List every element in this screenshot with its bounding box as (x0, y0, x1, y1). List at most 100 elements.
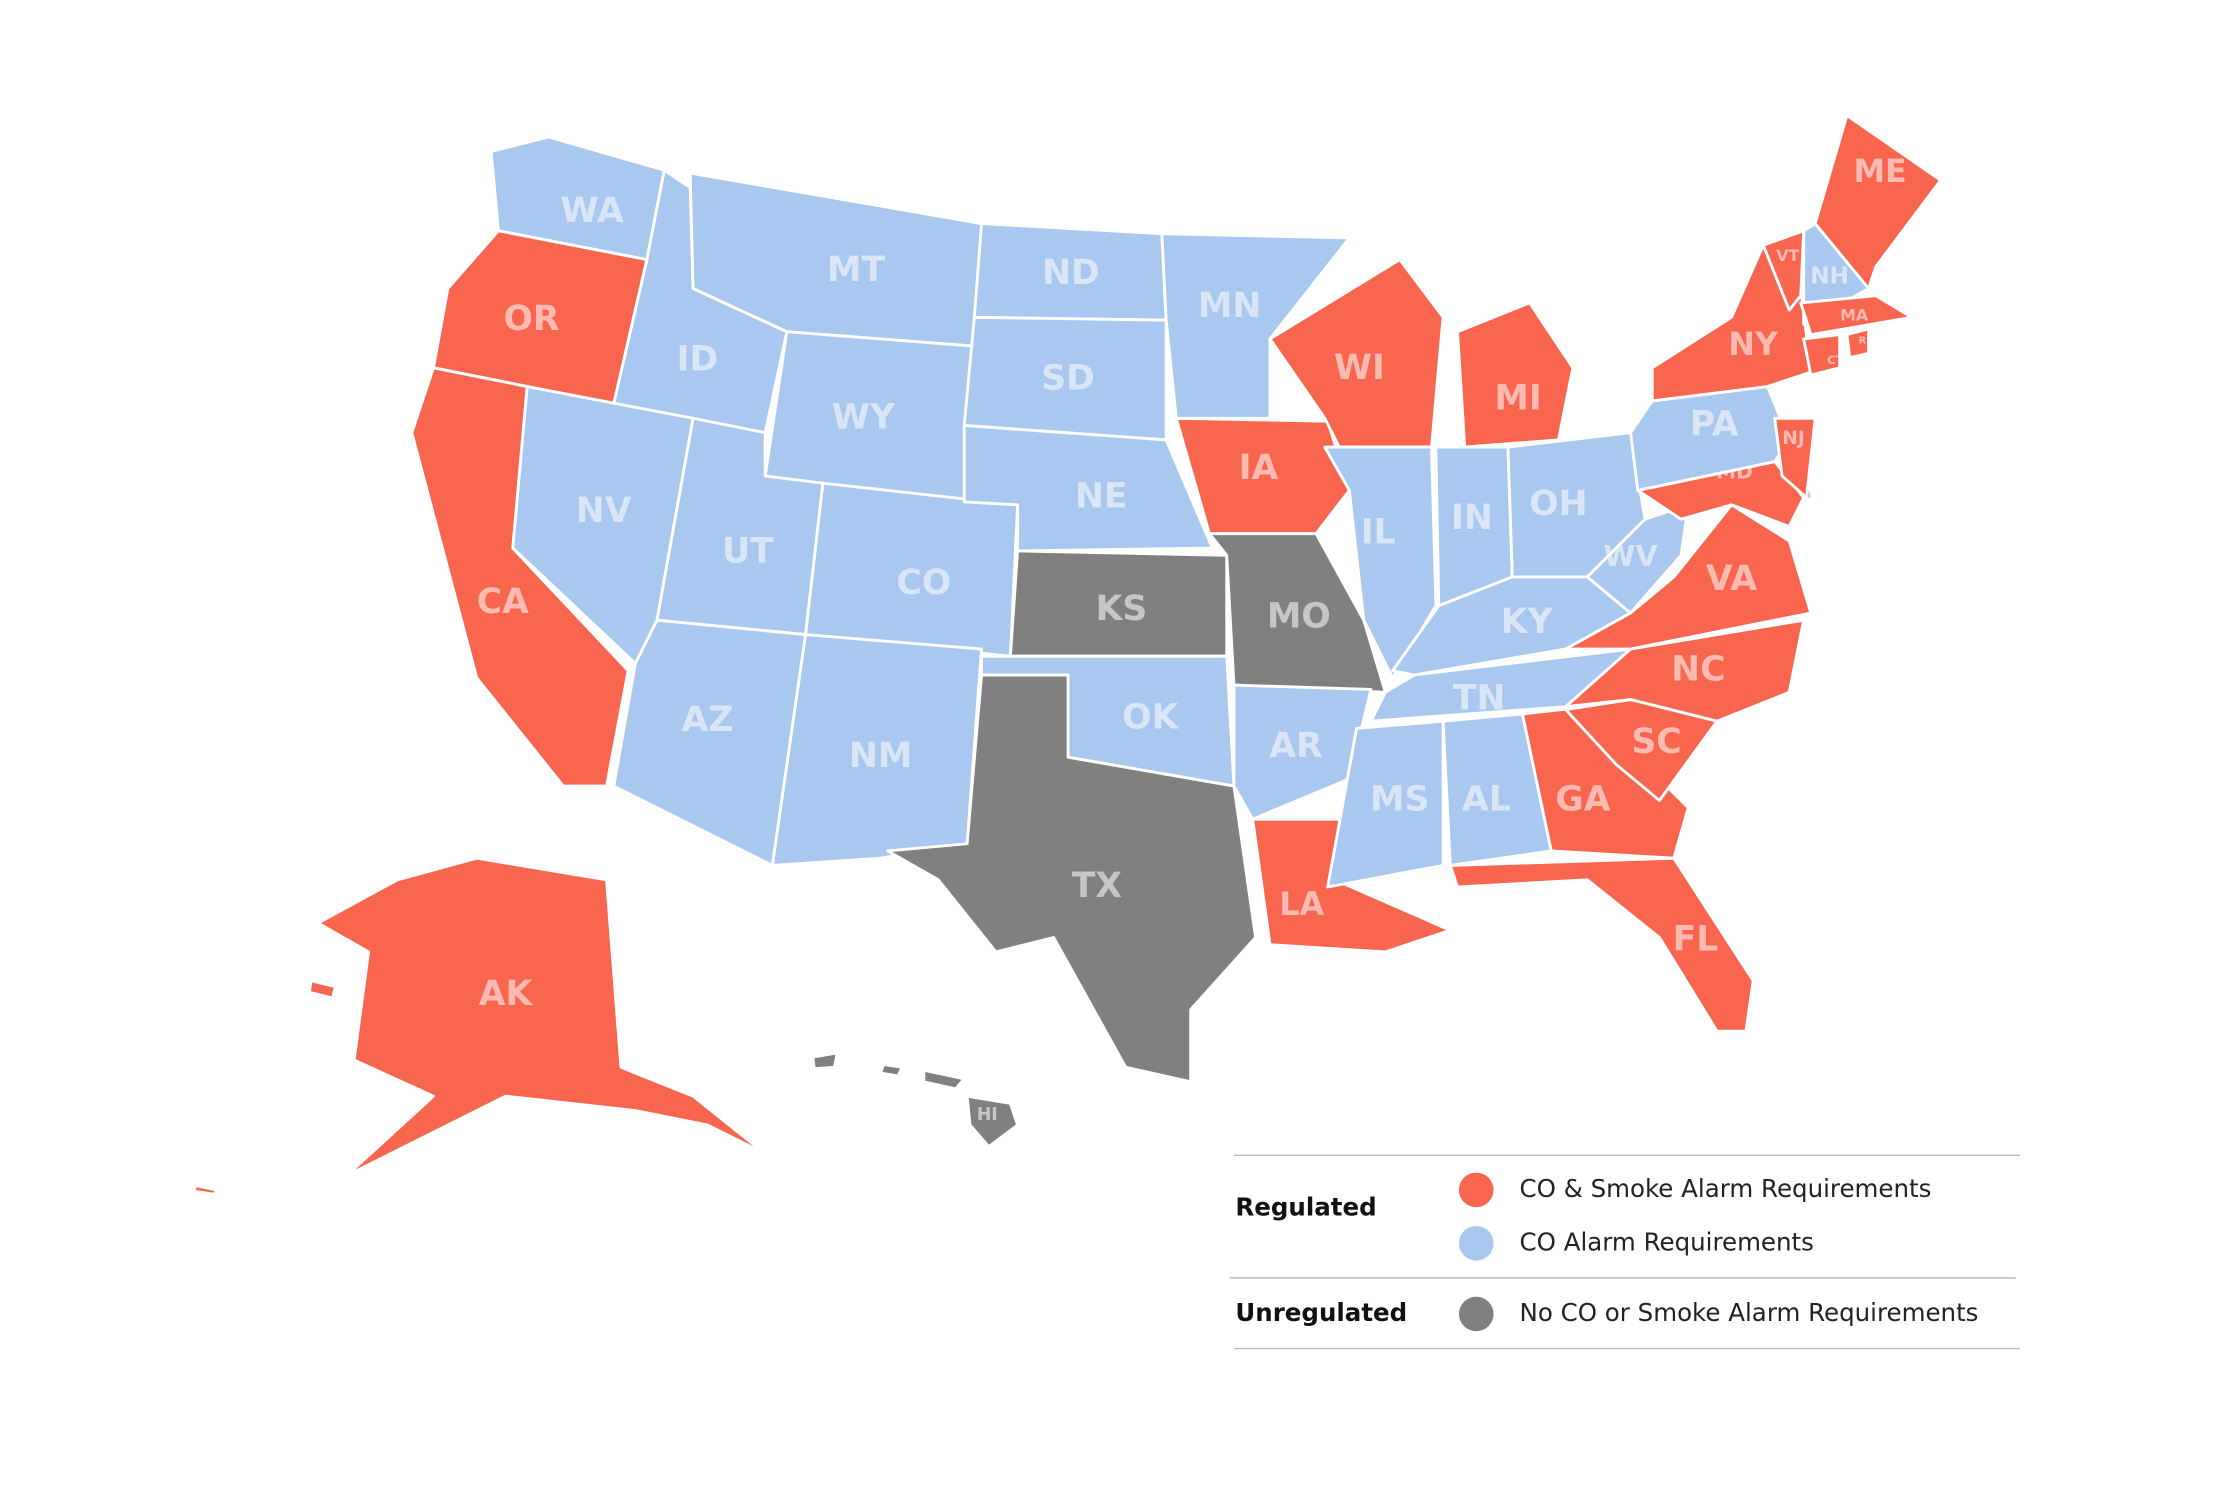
state: VA (1564, 503, 1813, 651)
state-label: TN (1453, 679, 1506, 719)
state-shape (811, 1051, 839, 1071)
legend-swatch (1458, 1225, 1494, 1261)
state-label: CA (477, 582, 529, 622)
state-shape (1799, 294, 1914, 337)
state-label: ME (1853, 154, 1906, 190)
state: OK (980, 654, 1236, 788)
state: NJ (1773, 416, 1817, 500)
state-label: NM (849, 736, 912, 776)
state-label: UT (722, 531, 774, 571)
state-label: VA (1706, 559, 1757, 599)
state-label: AR (1269, 726, 1322, 766)
state: IN (1434, 445, 1514, 608)
state: HI (811, 1051, 1020, 1149)
state: RI (1845, 327, 1870, 360)
state: WY (763, 330, 976, 507)
state-label: MT (827, 250, 885, 290)
state-shape (879, 1062, 904, 1078)
state-label: SC (1631, 722, 1681, 762)
state: IL (1323, 445, 1438, 680)
state-shape (1160, 232, 1351, 420)
legend-label: No CO or Smoke Alarm Requirements (1520, 1298, 1979, 1327)
state-shape (1761, 229, 1806, 312)
state-shape (1585, 503, 1690, 615)
state-shape (1813, 113, 1943, 290)
state-label: MN (1198, 286, 1261, 326)
state: MS (1326, 719, 1445, 889)
state-shape (965, 1094, 1020, 1149)
state-label: WY (832, 397, 896, 437)
state: CO (804, 481, 1020, 658)
state-shape (307, 979, 337, 1000)
state: WV (1585, 503, 1690, 615)
state-shape (612, 618, 808, 867)
state: NM (770, 633, 983, 867)
state-label: MA (1840, 305, 1869, 324)
state-label: GA (1555, 779, 1610, 819)
state-shape (922, 1068, 966, 1091)
state-label: HI (977, 1105, 998, 1125)
state-label: LA (1279, 887, 1324, 923)
state-label: AK (479, 974, 534, 1014)
state-label: ID (677, 340, 719, 380)
state-shape (886, 673, 1258, 1084)
state-shape (1845, 327, 1870, 360)
state-shape (192, 1184, 219, 1196)
state: NY (1650, 243, 1813, 403)
state-shape (1323, 445, 1438, 680)
state-label: AZ (682, 700, 734, 740)
state-label: RI (1858, 335, 1870, 346)
state-label: NE (1075, 477, 1128, 517)
state-label: WA (560, 191, 624, 231)
state-label: NY (1728, 327, 1779, 363)
state: WI (1268, 258, 1445, 449)
state-shape (1564, 503, 1813, 651)
state-label: KS (1096, 589, 1148, 629)
state: AZ (612, 618, 808, 867)
state-label: MI (1494, 379, 1541, 419)
state-label: ND (1042, 253, 1100, 293)
legend-swatch (1458, 1172, 1494, 1208)
state-label: OK (1122, 697, 1179, 737)
state-label: IL (1361, 513, 1396, 553)
state-label: FL (1673, 919, 1719, 959)
state: MA (1799, 294, 1914, 337)
state: MN (1160, 232, 1351, 420)
state: VT (1761, 229, 1806, 312)
state-label: NV (576, 491, 632, 531)
state: ID (612, 168, 789, 435)
state-label: IN (1451, 498, 1493, 538)
state-label: MO (1267, 596, 1331, 636)
state-label: CO (896, 563, 951, 603)
state-label: OR (503, 299, 559, 339)
state-label: TX (1072, 866, 1122, 906)
state: KS (1008, 549, 1229, 658)
state-shape (1232, 683, 1373, 821)
state-label: NJ (1782, 428, 1805, 449)
state-shape (316, 856, 767, 1177)
state: WA (489, 135, 666, 262)
state: ND (972, 222, 1168, 322)
state-label: SD (1041, 358, 1095, 398)
state: IA (1174, 416, 1351, 536)
state-label: OH (1529, 484, 1587, 524)
state-shape (1448, 856, 1755, 1033)
state-label: CT (1827, 353, 1843, 367)
state: ME (1813, 113, 1943, 290)
state: MO (1207, 532, 1387, 694)
state-label: AL (1462, 779, 1511, 819)
state-label: PA (1690, 404, 1739, 444)
state-shape (1773, 416, 1817, 500)
states: WA OR CA ID NV MT WY UT CO AZ NM ND SD NE KS OK TX MN IA MO… (192, 113, 1943, 1196)
legend-label: CO & Smoke Alarm Requirements (1520, 1174, 1932, 1203)
state-label: MS (1370, 779, 1429, 819)
state-label: WI (1334, 348, 1385, 388)
state-label: NH (1810, 263, 1849, 289)
state: SD (962, 315, 1168, 442)
legend: Regulated CO & Smoke Alarm Requirements CO… (1229, 1154, 2020, 1350)
state-shape (1802, 333, 1842, 377)
legend-group-title: Regulated (1235, 1193, 1376, 1222)
state: NE (962, 424, 1214, 553)
state-label: IA (1239, 448, 1279, 488)
